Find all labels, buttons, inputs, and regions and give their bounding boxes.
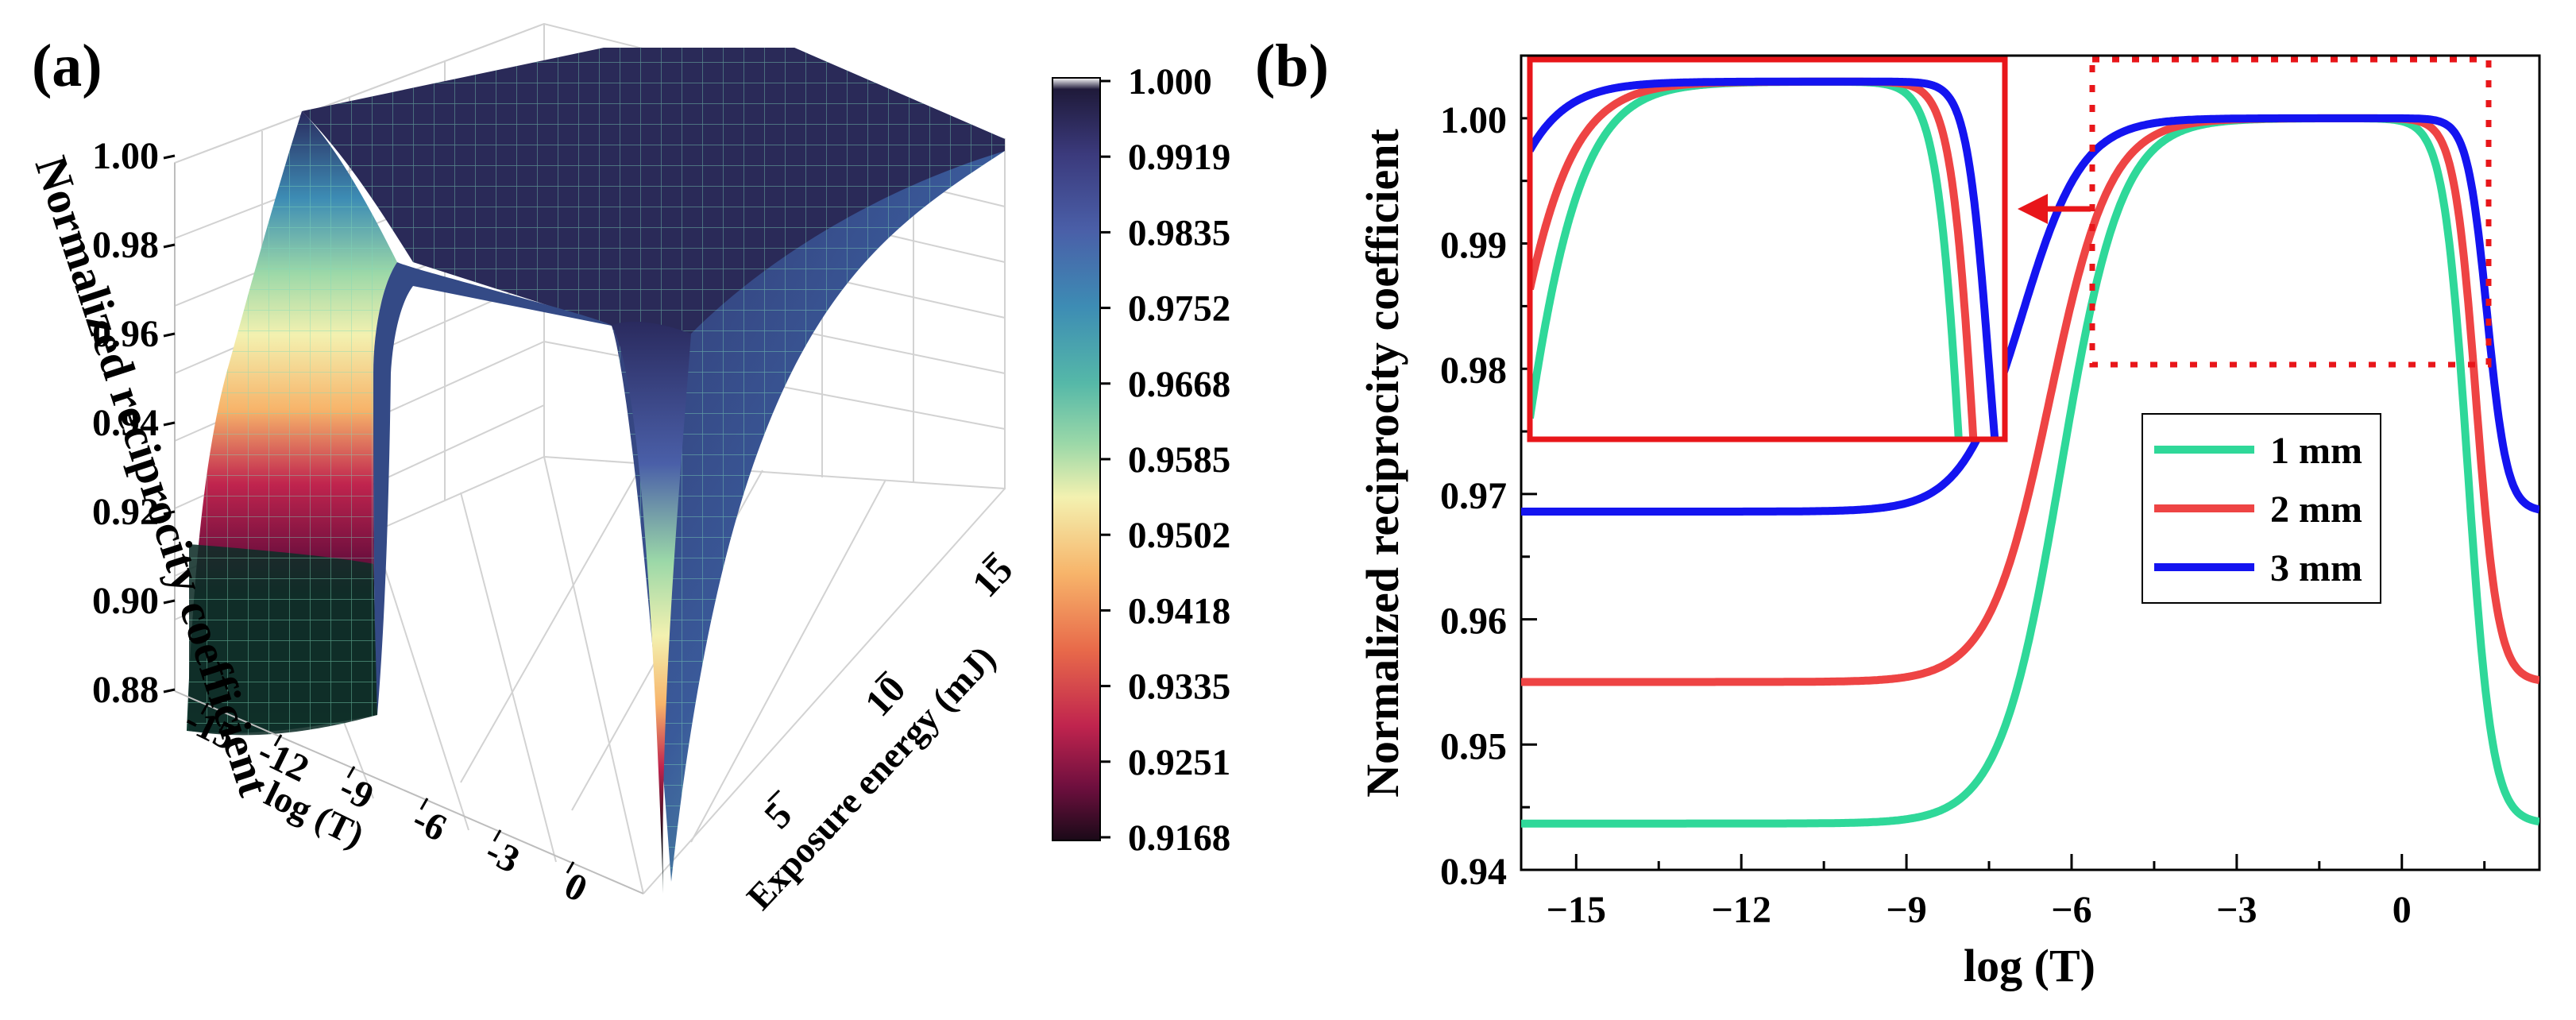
inset-frame xyxy=(1527,56,2008,442)
energy-tick-label: 15 xyxy=(964,549,1021,605)
z-tick-label: 0.92 xyxy=(92,491,159,533)
z-tick-label: 0.88 xyxy=(92,669,159,711)
x-tick-mark xyxy=(273,734,283,747)
energy-tick-mark xyxy=(767,789,781,803)
series-group xyxy=(1521,114,2539,828)
x-tick-label: 0 xyxy=(558,864,593,910)
surface-3d-plot: 0.880.900.920.940.960.981.00 -15-12-9-6-… xyxy=(25,22,1021,918)
energy-tick-mark xyxy=(981,551,995,565)
legend-label: 2 mm xyxy=(2270,489,2362,531)
z-tick-mark xyxy=(163,154,176,160)
colorbar-tick-label: 0.9418 xyxy=(1128,590,1230,632)
x-tick-label: -6 xyxy=(406,798,453,849)
x-tick-label: −12 xyxy=(1712,889,1771,931)
z-axis-ticks: 0.88 0.90 0.92 0.94 0.96 0.98 1.00 xyxy=(92,135,176,711)
zoom-source-box xyxy=(2089,56,2492,368)
x-tick-label: −6 xyxy=(2051,889,2091,931)
y-tick-label: 0.96 xyxy=(1440,601,1507,643)
inset-series xyxy=(1530,77,1999,439)
colorbar-ticks: 1.000 0.9919 0.9835 0.9752 0.9668 0.9585 0.950… xyxy=(1100,61,1230,859)
y-tick-label: 0.95 xyxy=(1440,725,1507,767)
z-tick-label: 0.90 xyxy=(92,580,159,622)
b-x-axis-title: log (T) xyxy=(1964,940,2095,991)
x-tick-mark xyxy=(566,861,575,874)
x-tick-label: −3 xyxy=(2216,889,2257,931)
z-tick-label: 0.96 xyxy=(92,313,159,355)
colorbar-gradient xyxy=(1052,77,1101,841)
y-tick-label: 1.00 xyxy=(1440,99,1507,141)
energy-tick-mark xyxy=(874,670,888,684)
legend: 1 mm 2 mm 3 mm xyxy=(2142,413,2381,604)
z-tick-label: 1.00 xyxy=(92,135,159,177)
colorbar-tick-label: 0.9335 xyxy=(1128,666,1230,708)
inset-line-3mm xyxy=(1530,77,1999,439)
x-tick-label: −15 xyxy=(1547,889,1606,931)
z-tick-mark xyxy=(163,243,176,249)
panel-a-label: (a) xyxy=(32,33,102,99)
zoom-arrow xyxy=(2018,194,2091,224)
x-tick-label: -3 xyxy=(479,829,526,881)
x-tick-mark xyxy=(346,766,356,779)
z-tick-mark xyxy=(163,688,176,694)
x-axis-ticks-b: −15 −12 −9 −6 −3 0 xyxy=(1547,854,2486,931)
x-tick-label: −9 xyxy=(1886,889,1926,931)
colorbar-tick-label: 0.9168 xyxy=(1128,817,1230,859)
plot-frame xyxy=(1520,54,2541,871)
b-y-axis-title: Normalized reciprocity coefficient xyxy=(1357,128,1408,797)
x-tick-mark xyxy=(200,702,210,715)
surface-inner-ridge xyxy=(373,262,612,715)
z-tick-mark xyxy=(163,421,176,427)
legend-label: 3 mm xyxy=(2270,547,2362,589)
colorbar-tick-label: 0.9919 xyxy=(1128,137,1230,178)
colorbar-tick-label: 0.9251 xyxy=(1128,742,1230,783)
x-tick-mark xyxy=(492,829,502,842)
z-tick-label: 0.98 xyxy=(92,224,159,266)
line-chart: 0.940.950.960.970.980.991.00 −15 −12 −9 −6−… xyxy=(1357,54,2541,991)
y-tick-label: 0.99 xyxy=(1440,225,1507,267)
colorbar-tick-label: 0.9835 xyxy=(1128,212,1230,253)
y-axis-ticks: 0.94 0.95 0.96 0.97 0.98 0.99 1.00 xyxy=(1440,99,1537,893)
x-tick-label: 0 xyxy=(2393,889,2412,931)
colorbar: 1.000 0.9919 0.9835 0.9752 0.9668 0.9585 0.950… xyxy=(1052,61,1230,859)
z-tick-mark xyxy=(163,510,176,516)
surface-valley xyxy=(612,320,691,894)
y-tick-label: 0.94 xyxy=(1440,851,1507,893)
panel-b-label: (b) xyxy=(1255,33,1329,99)
z-tick-mark xyxy=(163,599,176,605)
z-tick-mark xyxy=(163,332,176,338)
colorbar-tick-label: 0.9585 xyxy=(1128,439,1230,481)
y-tick-label: 0.98 xyxy=(1440,350,1507,392)
colorbar-tick-label: 0.9668 xyxy=(1128,364,1230,405)
colorbar-tick-label: 0.9502 xyxy=(1128,515,1230,556)
inset-plot xyxy=(1527,56,2008,442)
colorbar-tick-label: 0.9752 xyxy=(1128,288,1230,330)
legend-label: 1 mm xyxy=(2270,430,2362,472)
series-line-3mm xyxy=(1521,114,2539,516)
z-tick-label: 0.94 xyxy=(92,402,159,444)
colorbar-tick-label: 1.000 xyxy=(1128,61,1212,102)
x-tick-mark xyxy=(419,798,429,810)
y-tick-label: 0.97 xyxy=(1440,475,1507,517)
